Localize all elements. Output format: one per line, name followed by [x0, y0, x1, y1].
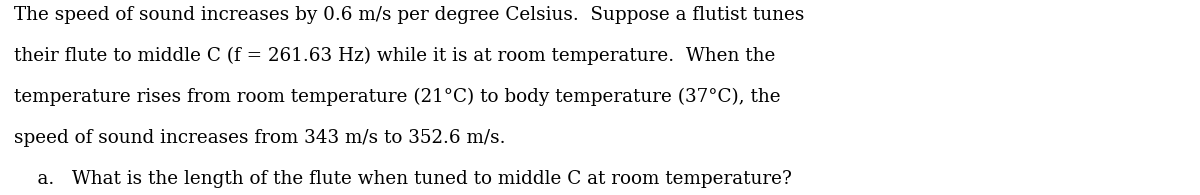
Text: their flute to middle C (f = 261.63 Hz) while it is at room temperature.  When t: their flute to middle C (f = 261.63 Hz) …	[14, 47, 775, 65]
Text: a.   What is the length of the flute when tuned to middle C at room temperature?: a. What is the length of the flute when …	[14, 170, 792, 188]
Text: The speed of sound increases by 0.6 m/s per degree Celsius.  Suppose a flutist t: The speed of sound increases by 0.6 m/s …	[14, 6, 805, 24]
Text: speed of sound increases from 343 m/s to 352.6 m/s.: speed of sound increases from 343 m/s to…	[14, 129, 506, 147]
Text: temperature rises from room temperature (21°C) to body temperature (37°C), the: temperature rises from room temperature …	[14, 88, 781, 106]
